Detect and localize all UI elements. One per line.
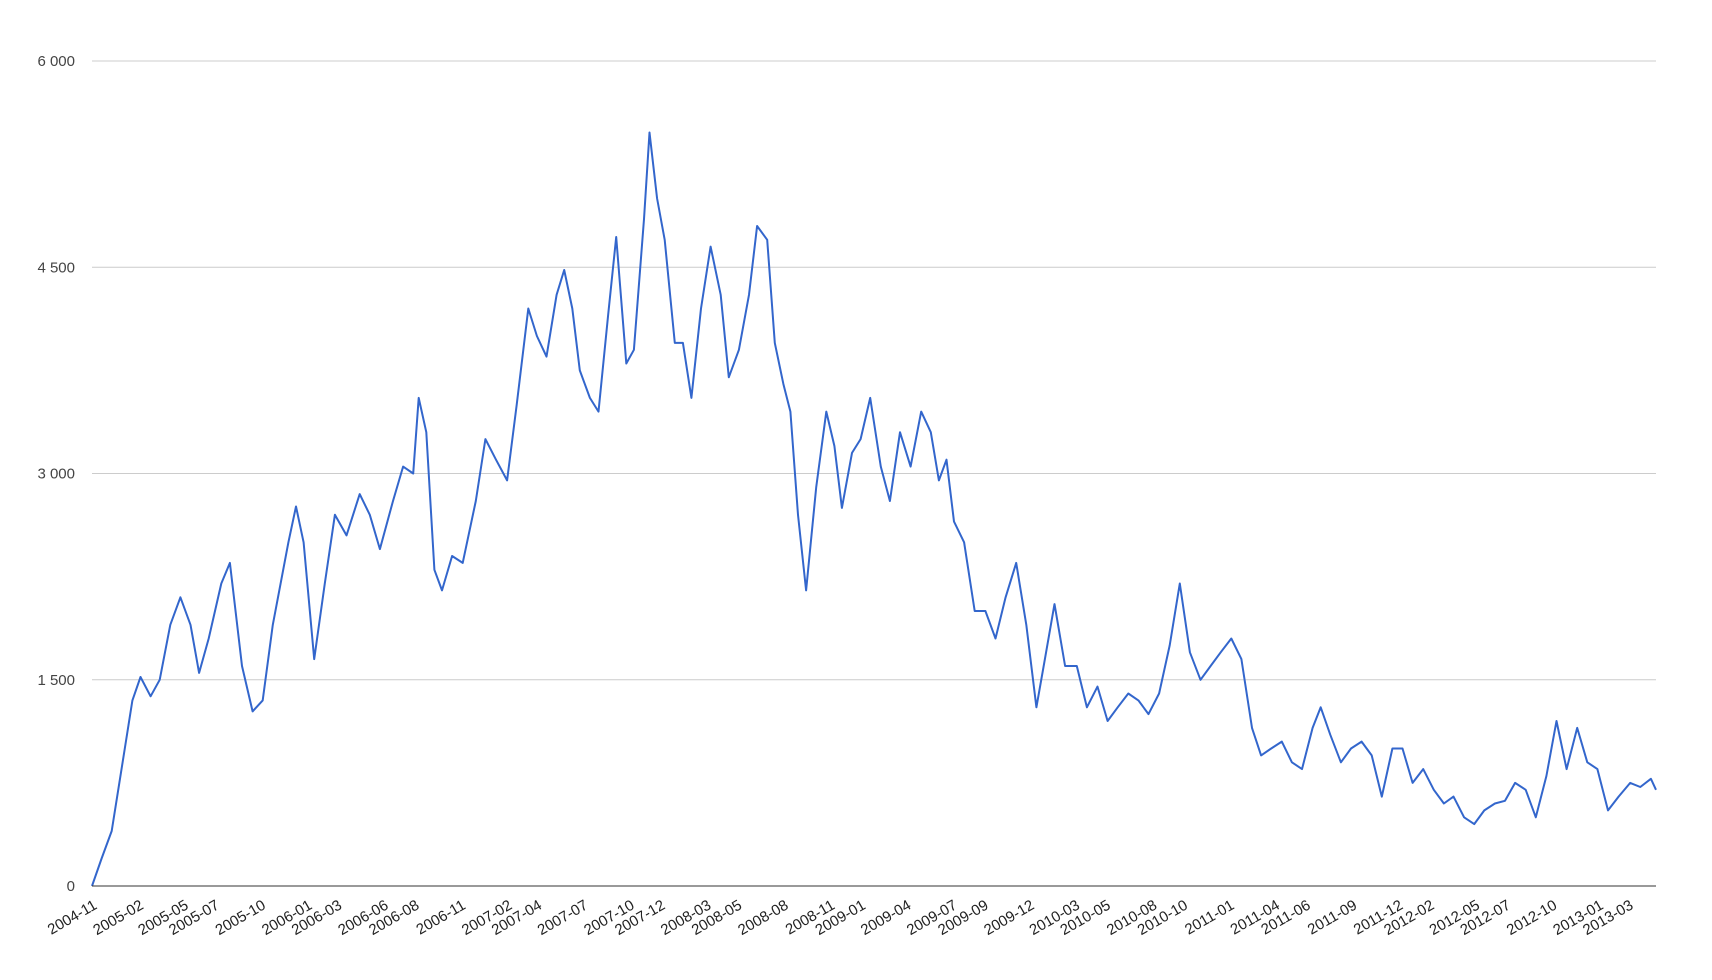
y-tick-label: 4 500 (37, 259, 75, 276)
y-tick-label: 0 (67, 878, 75, 895)
y-tick-label: 3 000 (37, 466, 75, 483)
series-line (91, 131, 1657, 887)
y-axis-ticks: 0 1 500 3 000 4 500 6 000 (37, 53, 75, 895)
series-layer (91, 131, 1657, 887)
x-tick-label: 2004-11 (45, 897, 100, 939)
x-axis-ticks: 2004-112005-022005-052005-072005-102006-… (45, 897, 1636, 939)
x-tick-label: 2006-11 (413, 897, 468, 939)
x-tick-label: 2011-01 (1182, 897, 1237, 939)
x-tick-label: 2007-07 (535, 897, 591, 939)
gridlines (92, 60, 1656, 681)
x-tick-label: 2012-10 (1504, 897, 1560, 939)
x-tick-label: 2009-12 (981, 897, 1037, 939)
x-tick-label: 2011-09 (1305, 897, 1360, 939)
x-tick-label: 2005-02 (90, 897, 146, 939)
x-tick-label: 2008-08 (735, 897, 791, 939)
y-tick-label: 1 500 (37, 672, 75, 689)
y-tick-label: 6 000 (37, 53, 75, 70)
x-tick-label: 2005-10 (212, 897, 268, 939)
x-tick-label: 2009-04 (858, 897, 914, 939)
